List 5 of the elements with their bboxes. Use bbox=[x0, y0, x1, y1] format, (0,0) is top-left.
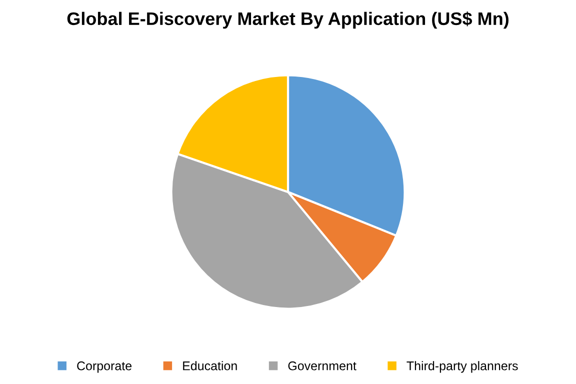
chart-title: Global E-Discovery Market By Application (US$ Mn) bbox=[67, 12, 509, 29]
legend-label: Education bbox=[183, 361, 237, 370]
legend-label: Third-party planners bbox=[406, 361, 518, 373]
legend-label: Corporate bbox=[77, 361, 132, 373]
legend-label: Government bbox=[288, 361, 356, 370]
